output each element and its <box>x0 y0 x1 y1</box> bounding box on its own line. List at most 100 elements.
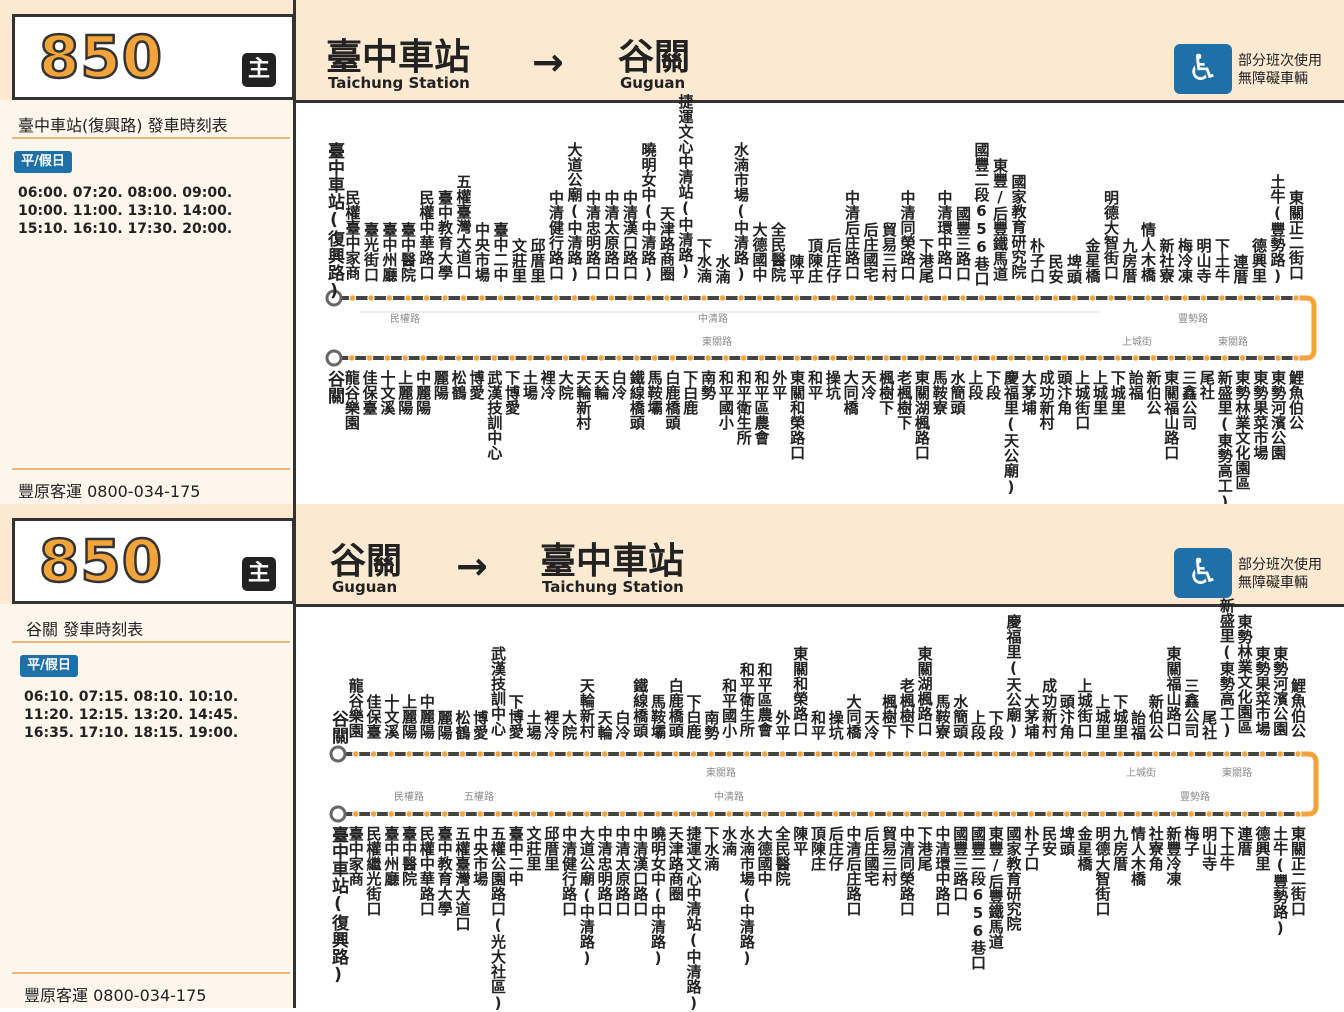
stop-name: 九房厝 <box>1120 238 1139 283</box>
stop-name: 中清漢口路口 <box>621 190 639 280</box>
stop-name: 東勢果菜市場 <box>1251 370 1270 460</box>
stop-dot <box>476 750 484 758</box>
stop-dot <box>848 294 856 302</box>
road-label-shangcheng: 上城街 <box>1126 766 1156 779</box>
stop-dot <box>743 810 751 818</box>
stop-name: 上麗陽 <box>396 370 415 415</box>
stop-name: 天輪 <box>592 370 611 400</box>
stop-dot <box>552 294 560 302</box>
stop-name: 三鑫公司 <box>1180 370 1199 430</box>
stop-name: 東勢林業文化園區 <box>1235 614 1254 734</box>
stop-name: 中清忠明路口 <box>584 190 602 280</box>
stop-dot <box>1218 294 1226 302</box>
stop-name: 天冷 <box>862 710 881 740</box>
stop-name: 裡冷 <box>538 370 557 400</box>
stop-name: 下土牛 <box>1213 238 1231 283</box>
stop-dot <box>866 294 875 302</box>
stop-name: 民權中華路口 <box>417 190 436 280</box>
stop-dot <box>583 750 591 758</box>
stop-name: 鯉魚伯公 <box>1289 678 1307 738</box>
stop-dot <box>1294 810 1302 818</box>
stop-name: 東勢河濱公園 <box>1271 646 1290 736</box>
stop-name: 鐵線橋頭 <box>627 370 646 430</box>
timetable-panel-inbound: 850 主 谷關 Guguan → 臺中車站 Taichung Station … <box>0 504 1344 1012</box>
stop-dot <box>565 750 573 758</box>
stop-dot <box>918 354 926 362</box>
stop-dot <box>1255 294 1263 302</box>
stop-dot <box>849 750 858 758</box>
stop-dot <box>1203 354 1211 362</box>
stop-dot <box>996 294 1004 302</box>
stop-name: 十文溪 <box>378 370 397 415</box>
stop-name: 東關湖楓路口 <box>912 370 931 460</box>
stop-dot <box>529 810 538 818</box>
main-route-badge: 主 <box>242 53 276 87</box>
stop-dot <box>636 750 644 758</box>
stop-dot <box>626 294 634 302</box>
stop-name: 曉明女中(中清路) <box>649 826 667 967</box>
stop-dot <box>423 810 431 818</box>
stop-name: 社寮角 <box>1146 826 1165 871</box>
stop-dot <box>367 294 375 302</box>
stop-name: 明山寺 <box>1194 238 1213 283</box>
road-label-dongguan2: 東關路 <box>1218 335 1248 348</box>
stop-dot <box>405 750 413 758</box>
stop-dot <box>992 750 1000 758</box>
route-line: 東關路 上城街 東關路 民權路 五權路 中清路 豐勢路 <box>329 745 1319 823</box>
stop-name: 南勢 <box>702 710 721 740</box>
stop-dot <box>490 354 499 362</box>
stop-dot <box>583 810 591 818</box>
stop-name: 和平國小 <box>716 370 735 430</box>
stop-dot <box>1096 354 1104 362</box>
stop-name: 東關福山路口 <box>1164 646 1183 736</box>
route-turn <box>1296 295 1317 361</box>
stop-name: 下白鹿 <box>681 370 700 415</box>
stop-name: 和平區農會 <box>752 370 771 445</box>
stop-name: 中清環中路口 <box>933 826 952 916</box>
stop-dot <box>867 750 876 758</box>
stop-name: 五權公園路口(光大社區) <box>489 826 507 1012</box>
stop-dot <box>832 750 840 758</box>
stop-dot <box>953 354 962 362</box>
stop-name: 白鹿橋頭 <box>663 370 682 430</box>
stop-dot <box>903 294 912 302</box>
stop-name: 后庄仔 <box>826 826 845 871</box>
stop-name: 慶福里(天公廟) <box>1001 370 1020 496</box>
stop-name: 和平衛生所 <box>734 370 753 445</box>
stop-name: 和平區農會 <box>755 662 774 737</box>
stop-dot <box>1276 810 1284 818</box>
stop-name: 水湳 <box>720 826 739 856</box>
stop-name: 新盛里(東勢高工) <box>1217 598 1236 739</box>
stop-name: 情人木橋 <box>1139 222 1157 282</box>
stop-dot <box>1131 354 1140 362</box>
stop-name: 臺中家商 <box>346 826 365 886</box>
divider-horizontal <box>296 100 1344 103</box>
stop-name: 邱厝里 <box>542 826 561 871</box>
stop-dot <box>992 810 1000 818</box>
stop-name: 下港尾 <box>915 826 934 871</box>
stop-name: 新伯公 <box>1144 370 1163 415</box>
stop-dot <box>570 294 579 302</box>
stop-dot <box>1144 294 1152 302</box>
stop-name: 明德大智街口 <box>1093 826 1112 916</box>
route-number-box: 850 主 <box>12 518 295 604</box>
stop-dot <box>846 354 855 362</box>
stop-name: 陳平 <box>787 254 806 284</box>
road-label-minquan: 民權路 <box>394 790 424 803</box>
stop-dot <box>700 294 708 302</box>
stop-dot <box>440 810 449 818</box>
stop-dot <box>743 750 751 758</box>
stop-dot <box>725 750 733 758</box>
road-label-shangcheng: 上城街 <box>1122 335 1152 348</box>
stop-name: 中清太原路口 <box>602 190 621 280</box>
stop-dot <box>1221 354 1229 362</box>
stop-dot <box>1149 354 1158 362</box>
destination-name: 谷關 <box>618 37 691 78</box>
stop-name: 埤頭 <box>1065 254 1083 284</box>
stop-name: 龍谷樂園 <box>342 370 361 430</box>
stop-name: 臺中車站(復興路) <box>324 142 344 301</box>
stop-name: 東關福山路口 <box>1162 370 1181 460</box>
stop-name: 后庄仔 <box>824 238 843 283</box>
schedule-rule <box>12 641 290 643</box>
stop-name: 下段 <box>984 370 1003 400</box>
